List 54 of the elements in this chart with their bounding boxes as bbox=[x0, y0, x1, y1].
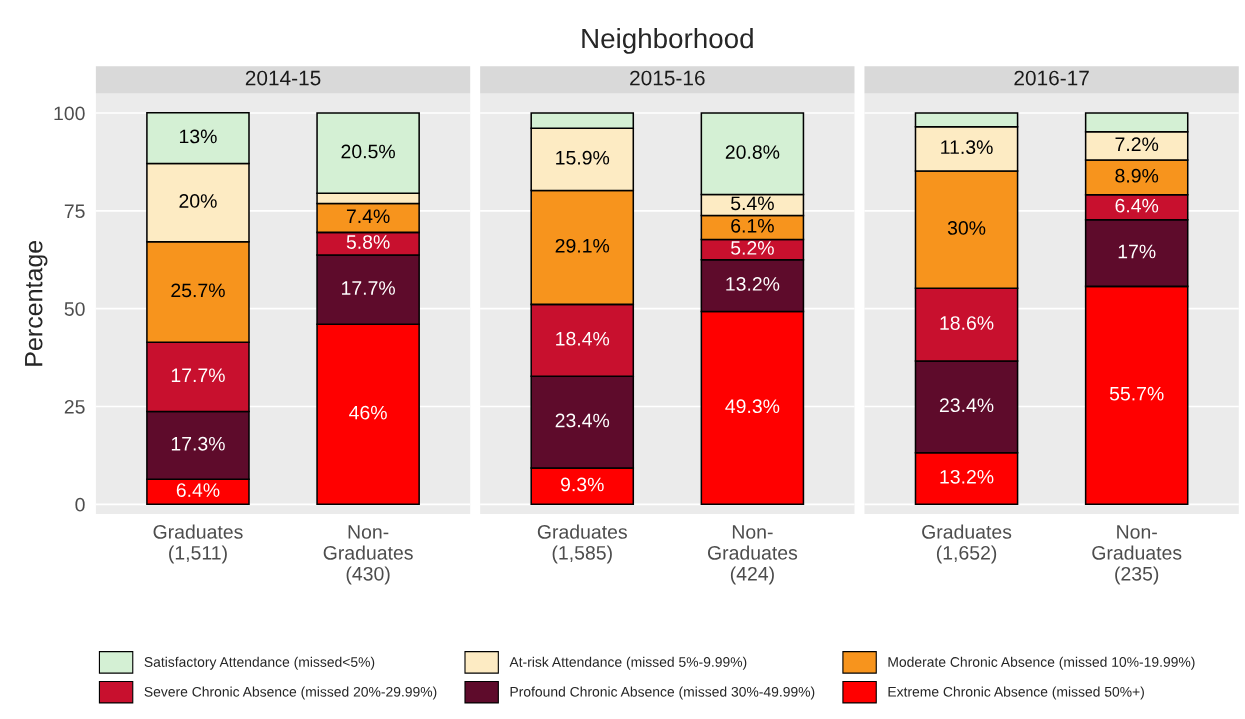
legend-label: Extreme Chronic Absence (missed 50%+) bbox=[888, 686, 1144, 700]
data-label: 25.7% bbox=[171, 283, 225, 298]
y-tick-label: 50 bbox=[64, 302, 85, 316]
data-label: 6.4% bbox=[176, 483, 220, 497]
chart-subtitle: 2015-16 bbox=[630, 70, 705, 86]
x-tick-label: Graduates (1,585) bbox=[537, 524, 627, 564]
y-axis-title: Percentage bbox=[25, 240, 48, 366]
data-label: 46% bbox=[349, 405, 387, 420]
y-tick-label: 0 bbox=[75, 497, 85, 512]
legend-label: Moderate Chronic Absence (missed 10%-19.99%) bbox=[888, 656, 1195, 670]
data-label: 49.3% bbox=[725, 399, 780, 414]
x-tick-label: Non- Graduates (430) bbox=[323, 525, 413, 585]
legend-label: At-risk Attendance (missed 5%-9.99%) bbox=[509, 656, 747, 670]
chart-subtitle: 2014-15 bbox=[245, 70, 321, 86]
data-label: 23.4% bbox=[939, 398, 994, 413]
data-label: 17.7% bbox=[171, 368, 225, 383]
data-label: 20.5% bbox=[341, 144, 395, 159]
data-label: 5.2% bbox=[731, 241, 774, 255]
x-tick-label: Non- Graduates (424) bbox=[707, 525, 798, 585]
data-label: 9.3% bbox=[561, 477, 604, 492]
x-tick-label: Graduates (1,652) bbox=[922, 524, 1012, 564]
data-label: 18.4% bbox=[556, 331, 610, 346]
data-label: 17% bbox=[1118, 244, 1156, 259]
chart-title: Neighborhood bbox=[582, 27, 753, 54]
data-label: 6.1% bbox=[731, 218, 774, 233]
data-label: 5.8% bbox=[346, 235, 390, 249]
data-label: 13.2% bbox=[940, 469, 994, 484]
data-label: 7.4% bbox=[346, 209, 390, 224]
data-label: 20% bbox=[179, 194, 217, 208]
data-label: 8.9% bbox=[1115, 168, 1159, 183]
y-tick-label: 75 bbox=[64, 204, 85, 219]
data-label: 7.2% bbox=[1115, 137, 1159, 152]
data-label: 55.7% bbox=[1109, 386, 1164, 401]
data-label: 18.6% bbox=[940, 316, 994, 330]
legend-label: Profound Chronic Absence (missed 30%-49.99%) bbox=[510, 686, 815, 700]
y-tick-label: 25 bbox=[64, 399, 85, 414]
legend-label: Severe Chronic Absence (missed 20%-29.99%) bbox=[144, 686, 437, 700]
data-label: 15.9% bbox=[556, 150, 610, 165]
data-label: 20.8% bbox=[725, 145, 780, 159]
y-tick-label: 100 bbox=[54, 106, 85, 121]
data-label: 13% bbox=[179, 129, 217, 144]
x-tick-label: Graduates (1,511) bbox=[153, 524, 243, 564]
data-label: 11.3% bbox=[941, 140, 993, 155]
data-label: 29.1% bbox=[555, 238, 610, 253]
chart-subtitle: 2016-17 bbox=[1014, 70, 1089, 86]
data-label: 6.4% bbox=[1115, 198, 1159, 213]
x-tick-label: Non- Graduates (235) bbox=[1092, 525, 1182, 585]
data-label: 13.2% bbox=[726, 277, 780, 291]
data-label: 5.4% bbox=[731, 196, 774, 211]
data-label: 30% bbox=[947, 221, 986, 235]
data-label: 17.7% bbox=[342, 281, 395, 295]
data-label: 17.3% bbox=[171, 436, 225, 451]
data-label: 23.4% bbox=[555, 413, 610, 428]
legend-label: Satisfactory Attendance (missed<5%) bbox=[144, 656, 375, 670]
